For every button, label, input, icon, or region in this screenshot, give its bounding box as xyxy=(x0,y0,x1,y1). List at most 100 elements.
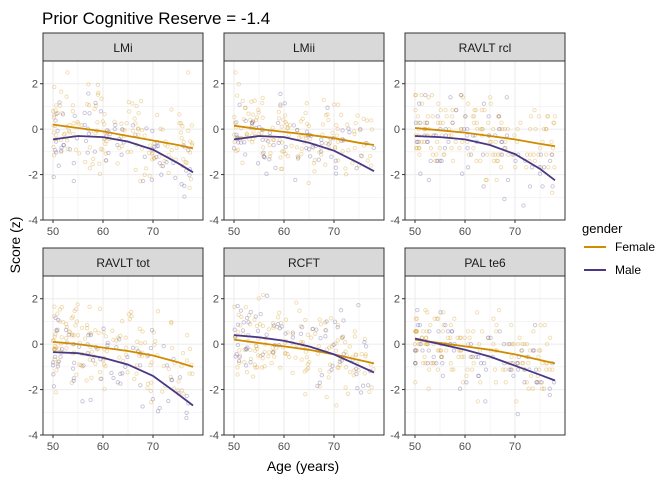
data-point-female xyxy=(84,322,90,328)
data-point-male xyxy=(54,150,59,155)
data-point-female xyxy=(413,146,419,151)
data-point-female xyxy=(135,126,141,131)
data-point-female xyxy=(178,130,184,135)
data-point-male xyxy=(279,324,284,329)
data-point-female xyxy=(235,372,240,377)
data-point-female xyxy=(153,339,158,344)
data-point-male xyxy=(275,120,281,126)
data-point-male xyxy=(54,327,59,333)
data-point-female xyxy=(112,119,117,124)
data-point-female xyxy=(413,92,419,98)
y-tick-label: -4 xyxy=(28,215,38,227)
data-point-female xyxy=(53,108,58,113)
data-point-female xyxy=(499,120,504,125)
data-point-male xyxy=(105,340,110,346)
data-point-female xyxy=(65,146,70,151)
data-point-male xyxy=(463,114,468,119)
data-point-male xyxy=(483,367,489,372)
data-point-female xyxy=(186,128,191,133)
data-point-female xyxy=(259,130,264,136)
data-point-female xyxy=(179,364,184,369)
data-point-female xyxy=(62,131,67,136)
data-point-female xyxy=(247,313,252,318)
data-point-male xyxy=(235,322,241,327)
data-point-male xyxy=(255,328,261,333)
data-point-female xyxy=(515,126,520,132)
data-point-male xyxy=(340,128,345,133)
data-point-female xyxy=(353,120,358,126)
data-point-female xyxy=(74,306,79,312)
data-point-male xyxy=(242,140,247,145)
data-point-male xyxy=(98,109,104,114)
y-tick-label: -2 xyxy=(209,385,219,397)
data-point-male xyxy=(130,123,136,128)
data-point-male xyxy=(250,119,255,124)
data-point-male xyxy=(164,363,170,368)
data-point-female xyxy=(467,335,472,340)
data-point-male xyxy=(416,139,421,145)
data-point-female xyxy=(430,152,436,157)
data-point-female xyxy=(248,117,253,123)
data-point-male xyxy=(53,118,58,123)
data-point-male xyxy=(306,147,312,152)
data-point-male xyxy=(538,152,544,157)
data-point-male xyxy=(184,393,189,399)
data-point-female xyxy=(498,152,503,157)
data-point-female xyxy=(103,334,109,339)
data-point-female xyxy=(423,335,429,340)
data-point-female xyxy=(130,128,136,133)
data-point-female xyxy=(232,304,237,310)
data-point-male xyxy=(155,409,161,414)
data-point-female xyxy=(256,107,261,113)
data-point-female xyxy=(64,322,69,327)
data-point-female xyxy=(273,346,279,351)
data-point-male xyxy=(93,100,98,106)
data-point-female xyxy=(448,322,454,328)
data-point-female xyxy=(528,373,534,379)
data-point-female xyxy=(60,319,66,325)
data-point-female xyxy=(413,107,418,113)
data-point-female xyxy=(511,341,516,347)
data-point-female xyxy=(179,135,184,141)
data-point-male xyxy=(465,165,471,170)
data-point-female xyxy=(304,367,309,372)
data-point-male xyxy=(532,322,538,328)
data-point-female xyxy=(279,140,285,145)
data-point-female xyxy=(143,166,149,171)
data-point-female xyxy=(93,131,98,136)
data-point-female xyxy=(303,110,308,116)
data-point-male xyxy=(51,384,57,389)
data-point-female xyxy=(327,140,333,146)
data-point-female xyxy=(434,139,440,145)
x-tick-label: 70 xyxy=(328,441,340,453)
data-point-male xyxy=(51,174,56,180)
data-point-female xyxy=(59,335,64,340)
data-point-female xyxy=(253,365,258,370)
data-point-female xyxy=(152,156,157,161)
data-point-female xyxy=(297,308,302,313)
data-point-female xyxy=(552,114,558,119)
facet-strip xyxy=(404,32,566,62)
data-point-female xyxy=(75,302,80,307)
data-point-female xyxy=(300,340,306,345)
data-point-female xyxy=(324,347,330,352)
data-point-female xyxy=(52,113,57,118)
data-point-female xyxy=(490,152,496,157)
data-point-female xyxy=(117,355,122,360)
data-point-female xyxy=(327,362,333,367)
data-point-female xyxy=(514,361,520,366)
data-point-male xyxy=(88,397,93,403)
data-point-male xyxy=(271,323,276,328)
data-point-male xyxy=(55,364,61,369)
data-point-male xyxy=(500,139,505,145)
data-point-female xyxy=(477,341,482,347)
data-point-male xyxy=(425,361,430,366)
data-point-female xyxy=(187,185,192,191)
data-point-female xyxy=(190,140,195,146)
data-point-female xyxy=(133,167,138,173)
data-point-male xyxy=(486,114,491,119)
data-point-male xyxy=(521,203,526,208)
data-point-female xyxy=(120,127,126,132)
data-point-female xyxy=(261,154,267,159)
